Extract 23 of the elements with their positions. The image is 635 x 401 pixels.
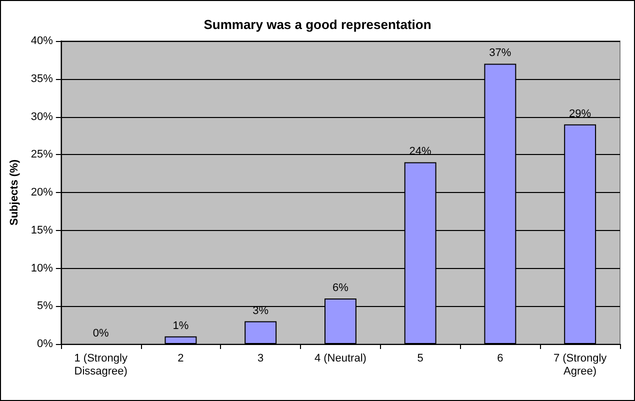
y-tick-label: 10% [30, 262, 54, 274]
data-label: 37% [489, 47, 512, 60]
x-tick-label: 2 [178, 352, 184, 364]
y-tick-label: 5% [37, 300, 54, 312]
y-tick-label: 0% [37, 338, 54, 350]
data-label: 0% [92, 328, 110, 340]
data-label: 6% [332, 282, 349, 294]
data-label: 1% [172, 320, 189, 332]
y-axis-title: Subjects (%) [8, 159, 20, 226]
x-tick-label: 6 [497, 352, 504, 364]
x-tick-label: 7 (Strongly Agree) [553, 352, 608, 378]
y-tick-label: 30% [30, 110, 54, 123]
y-tick-label: 40% [30, 35, 54, 47]
x-tick-label: 4 (Neutral) [314, 352, 366, 364]
y-tick-label: 15% [30, 224, 54, 236]
chart-title: Summary was a good representation [204, 17, 432, 32]
y-tick-label: 20% [30, 186, 54, 198]
x-tick-label: 3 [258, 352, 264, 364]
x-tick-label: 5 [417, 352, 424, 364]
y-tick-label: 35% [30, 72, 54, 85]
y-tick-label: 25% [30, 148, 54, 161]
x-tick-label: 1 (Strongly Dissagree) [74, 352, 128, 378]
data-label: 29% [569, 108, 592, 120]
